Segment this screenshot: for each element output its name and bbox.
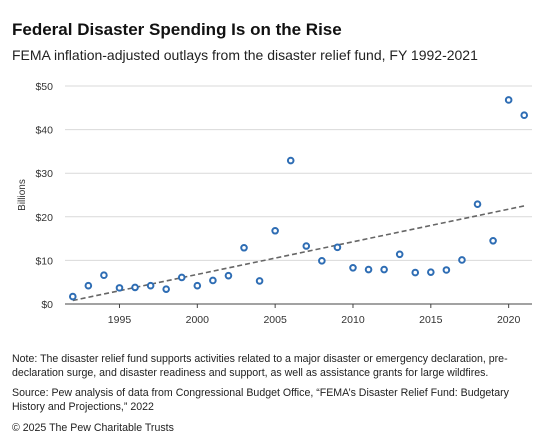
data-point <box>131 283 139 292</box>
y-tick-label: $40 <box>35 125 53 137</box>
y-tick-label: $30 <box>35 168 53 180</box>
data-point <box>473 200 482 208</box>
trend-line <box>72 205 525 302</box>
x-tick-label: 2000 <box>186 314 210 326</box>
data-point <box>193 281 202 290</box>
x-tick-label: 2015 <box>419 314 443 326</box>
data-point <box>271 226 279 235</box>
y-tick-label: $20 <box>35 212 53 224</box>
chart-subtitle: FEMA inflation-adjusted outlays from the… <box>12 47 478 63</box>
y-axis-label: Billions <box>17 179 28 211</box>
data-point <box>489 236 497 245</box>
data-point <box>395 250 404 259</box>
x-tick-label: 2010 <box>341 314 365 326</box>
data-point <box>364 265 373 274</box>
chart-note: Note: The disaster relief fund supports … <box>12 353 508 379</box>
x-tick-label: 2005 <box>263 314 287 326</box>
scatter-chart: $0 $10 $20 $30 $40 $50 1995 2000 2005 2010 2015 202… <box>17 81 532 326</box>
x-tick-label: 1995 <box>108 314 132 326</box>
data-point <box>427 268 435 276</box>
data-point <box>177 273 186 282</box>
data-point <box>162 285 170 293</box>
data-point <box>458 256 466 264</box>
y-tick-label: $50 <box>35 81 53 93</box>
data-point <box>333 243 342 252</box>
data-point <box>224 271 233 280</box>
y-tick-label: $0 <box>41 299 53 311</box>
data-point <box>318 257 326 265</box>
data-point <box>209 276 217 285</box>
copyright-text: © 2025 The Pew Charitable Trusts <box>12 422 174 434</box>
data-point <box>68 292 77 301</box>
y-tick-label: $10 <box>35 255 53 267</box>
data-point <box>84 281 93 290</box>
chart-source: Source: Pew analysis of data from Congre… <box>12 387 509 413</box>
data-point <box>255 277 264 285</box>
data-point <box>520 111 529 120</box>
data-point <box>286 156 295 165</box>
data-point <box>302 242 311 250</box>
data-point <box>100 271 108 280</box>
data-point <box>115 284 124 292</box>
data-point <box>146 281 155 290</box>
data-point <box>442 266 451 274</box>
data-point <box>504 96 513 104</box>
x-tick-label: 2020 <box>497 314 521 326</box>
data-point <box>240 243 248 252</box>
chart-title: Federal Disaster Spending Is on the Rise <box>12 20 342 39</box>
data-point <box>380 265 388 274</box>
data-point <box>411 268 420 277</box>
data-point <box>349 264 357 272</box>
